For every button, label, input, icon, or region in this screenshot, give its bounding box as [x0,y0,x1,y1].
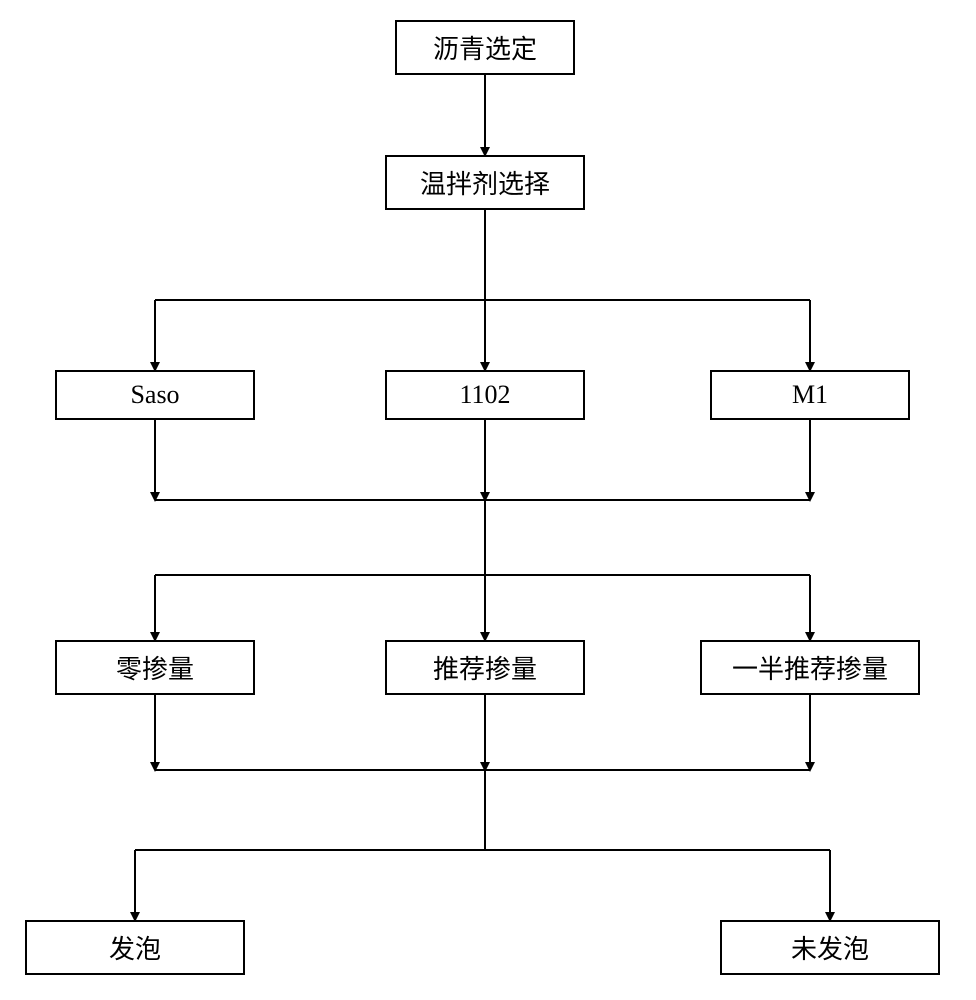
flow-node-n1: 沥青选定 [395,20,575,75]
flow-node-label: 未发泡 [791,929,869,966]
flowchart-canvas: 沥青选定温拌剂选择 Saso 1102 M1 零掺量 推荐掺量 一半推荐掺量发泡 未发泡 [0,0,976,1000]
flow-node-n9: 发泡 [25,920,245,975]
flow-node-label: 1102 [459,380,510,410]
flow-node-n8: 一半推荐掺量 [700,640,920,695]
flow-node-n5: M1 [710,370,910,420]
flow-node-n6: 零掺量 [55,640,255,695]
flow-node-label: 发泡 [109,929,161,966]
flow-node-label: M1 [792,380,828,410]
flow-node-label: 沥青选定 [433,29,537,66]
flow-node-label: 推荐掺量 [433,649,537,686]
flow-node-n10: 未发泡 [720,920,940,975]
flow-node-label: Saso [130,380,179,410]
flow-node-label: 温拌剂选择 [420,164,550,201]
flow-node-label: 一半推荐掺量 [732,649,888,686]
flow-node-n2: 温拌剂选择 [385,155,585,210]
flow-node-n7: 推荐掺量 [385,640,585,695]
flowchart-connectors [0,0,976,1000]
flow-node-n4: 1102 [385,370,585,420]
flow-node-n3: Saso [55,370,255,420]
flow-node-label: 零掺量 [116,649,194,686]
